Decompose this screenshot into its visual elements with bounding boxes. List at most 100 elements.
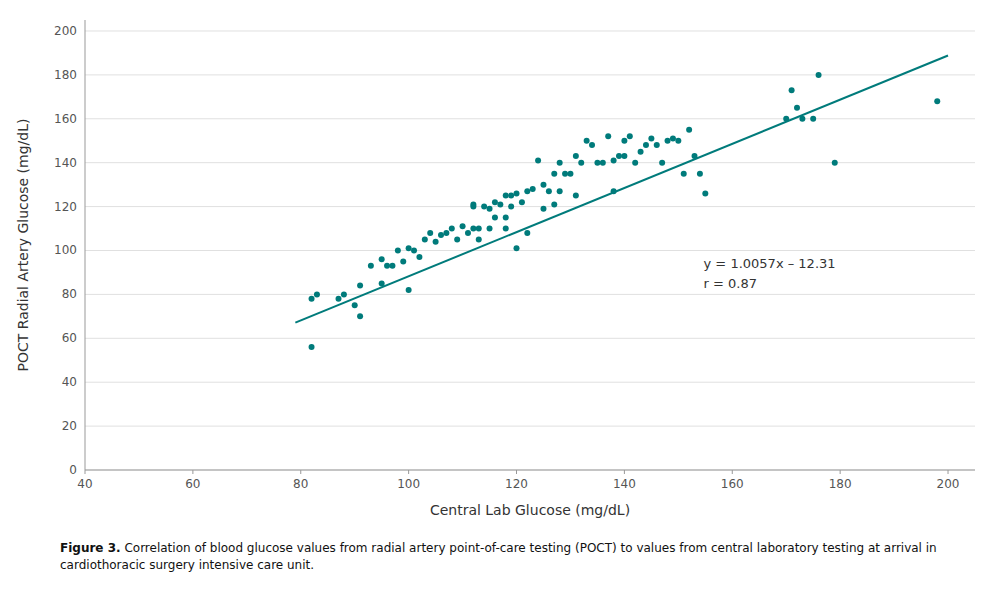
point bbox=[492, 215, 498, 221]
y-tick-label: 180 bbox=[54, 68, 77, 82]
x-tick bbox=[408, 470, 409, 474]
point bbox=[314, 291, 320, 297]
point bbox=[487, 206, 493, 212]
y-tick-label: 80 bbox=[62, 287, 77, 301]
point bbox=[670, 136, 676, 142]
x-tick bbox=[840, 470, 841, 474]
point bbox=[794, 105, 800, 111]
point bbox=[514, 245, 520, 251]
point bbox=[524, 230, 530, 236]
y-axis-label: POCT Radial Artery Glucose (mg/dL) bbox=[15, 119, 31, 372]
point bbox=[562, 171, 568, 177]
point bbox=[702, 190, 708, 196]
point bbox=[600, 160, 606, 166]
point bbox=[611, 157, 617, 163]
point bbox=[832, 160, 838, 166]
point bbox=[487, 226, 493, 232]
x-axis-label: Central Lab Glucose (mg/dL) bbox=[430, 502, 630, 518]
point bbox=[535, 157, 541, 163]
point bbox=[632, 160, 638, 166]
point bbox=[578, 160, 584, 166]
point bbox=[810, 116, 816, 122]
point bbox=[557, 160, 563, 166]
x-tick bbox=[516, 470, 517, 474]
point bbox=[605, 133, 611, 139]
point bbox=[697, 171, 703, 177]
y-tick-label: 40 bbox=[62, 375, 77, 389]
point bbox=[621, 138, 627, 144]
x-tick-label: 60 bbox=[185, 477, 200, 491]
y-tick-label: 120 bbox=[54, 200, 77, 214]
point bbox=[406, 245, 412, 251]
y-tick-label: 140 bbox=[54, 156, 77, 170]
point bbox=[627, 133, 633, 139]
point bbox=[503, 226, 509, 232]
point bbox=[573, 153, 579, 159]
point bbox=[400, 258, 406, 264]
x-tick-label: 40 bbox=[77, 477, 92, 491]
point bbox=[384, 263, 390, 269]
grid-line bbox=[85, 470, 975, 471]
point bbox=[379, 256, 385, 262]
point bbox=[492, 199, 498, 205]
point bbox=[438, 232, 444, 238]
y-tick-label: 20 bbox=[62, 419, 77, 433]
x-tick-label: 200 bbox=[937, 477, 960, 491]
point bbox=[584, 138, 590, 144]
x-tick bbox=[85, 470, 86, 474]
point bbox=[508, 204, 514, 210]
point bbox=[530, 186, 536, 192]
point bbox=[508, 193, 514, 199]
plot-area bbox=[295, 55, 948, 350]
point bbox=[675, 138, 681, 144]
chart: 0204060801001201401601802004060801001201… bbox=[0, 0, 1000, 535]
x-tick-label: 120 bbox=[505, 477, 528, 491]
x-tick-label: 100 bbox=[397, 477, 420, 491]
grid-line bbox=[85, 206, 975, 207]
point bbox=[546, 188, 552, 194]
point bbox=[524, 188, 530, 194]
point bbox=[357, 283, 363, 289]
point bbox=[934, 98, 940, 104]
caption-bold: Figure 3. bbox=[60, 541, 121, 555]
grid-line bbox=[85, 294, 975, 295]
point bbox=[309, 296, 315, 302]
point bbox=[309, 344, 315, 350]
point bbox=[379, 280, 385, 286]
point bbox=[659, 160, 665, 166]
x-tick bbox=[300, 470, 301, 474]
y-axis-line bbox=[85, 20, 86, 470]
point bbox=[648, 136, 654, 142]
point bbox=[433, 239, 439, 245]
regression-line bbox=[295, 55, 948, 322]
point bbox=[470, 226, 476, 232]
grid-line bbox=[85, 162, 975, 163]
y-tick-label: 0 bbox=[69, 463, 77, 477]
point bbox=[476, 226, 482, 232]
point bbox=[519, 199, 525, 205]
point bbox=[406, 287, 412, 293]
point bbox=[389, 263, 395, 269]
point bbox=[665, 138, 671, 144]
point bbox=[686, 127, 692, 133]
point bbox=[481, 204, 487, 210]
y-tick-label: 60 bbox=[62, 331, 77, 345]
x-tick-label: 180 bbox=[829, 477, 852, 491]
point bbox=[783, 116, 789, 122]
x-axis-line bbox=[85, 470, 975, 471]
point bbox=[443, 230, 449, 236]
y-tick-label: 100 bbox=[54, 243, 77, 257]
point bbox=[357, 313, 363, 319]
point bbox=[449, 226, 455, 232]
point bbox=[789, 87, 795, 93]
point bbox=[470, 204, 476, 210]
annotation: r = 0.87 bbox=[704, 276, 757, 291]
point bbox=[557, 188, 563, 194]
point bbox=[503, 215, 509, 221]
annotation: y = 1.0057x – 12.31 bbox=[704, 256, 836, 271]
point bbox=[352, 302, 358, 308]
x-tick bbox=[732, 470, 733, 474]
point bbox=[816, 72, 822, 78]
point bbox=[411, 247, 417, 253]
x-tick-label: 160 bbox=[721, 477, 744, 491]
